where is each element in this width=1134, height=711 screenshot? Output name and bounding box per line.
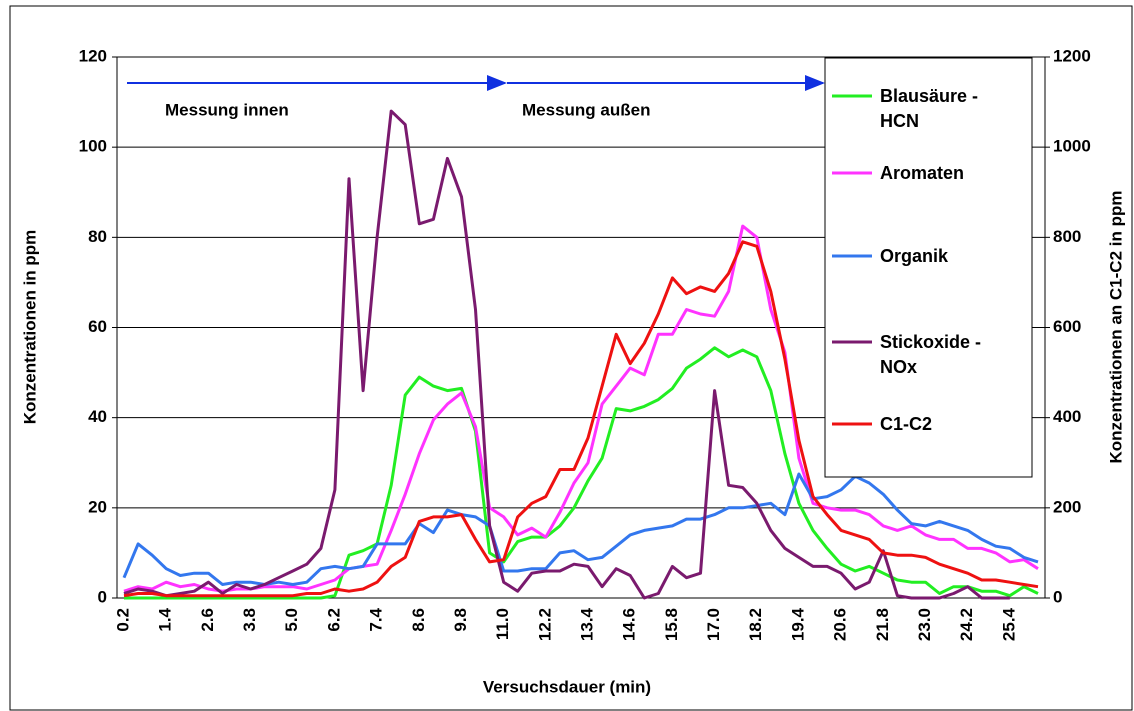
- y-tick-label: 20: [88, 497, 107, 516]
- y2-tick-label: 200: [1053, 497, 1081, 516]
- series-line: [123, 109, 1010, 600]
- y2-tick-label: 1000: [1053, 137, 1091, 156]
- x-tick-label: 9.8: [451, 608, 470, 632]
- legend-label: Blausäure - HCN: [880, 86, 979, 131]
- annotation: Messung außen: [522, 100, 650, 119]
- legend-label: Organik: [880, 246, 949, 266]
- x-tick-label: 5.0: [282, 608, 301, 632]
- x-tick-label: 2.6: [198, 608, 217, 632]
- x-tick-label: 14.6: [620, 608, 639, 641]
- y2-tick-label: 600: [1053, 317, 1081, 336]
- y2-tick-label: 400: [1053, 407, 1081, 426]
- y-tick-label: 80: [88, 227, 107, 246]
- x-tick-label: 8.6: [409, 608, 428, 632]
- plot-frame: [116, 56, 1046, 599]
- y-tick-label: 40: [88, 407, 107, 426]
- x-tick-label: 25.4: [999, 607, 1018, 641]
- series-line: [123, 224, 1039, 593]
- x-axis-title: Versuchsdauer (min): [483, 677, 651, 696]
- series-line: [123, 240, 1039, 598]
- series-line: [124, 346, 1039, 600]
- x-tick-label: 0.2: [114, 608, 133, 632]
- x-tick-label: 6.2: [324, 608, 343, 632]
- y2-axis-title: Konzentrationen an C1-C2 in ppm: [1106, 191, 1125, 464]
- y-tick-label: 100: [79, 137, 107, 156]
- y-tick-label: 120: [79, 46, 107, 65]
- x-tick-label: 1.4: [156, 607, 175, 631]
- x-tick-label: 21.8: [873, 608, 892, 641]
- x-tick-label: 24.2: [957, 608, 976, 641]
- x-tick-label: 7.4: [367, 607, 386, 631]
- x-tick-label: 18.2: [746, 608, 765, 641]
- x-tick-label: 17.0: [704, 608, 723, 641]
- x-tick-label: 15.8: [662, 608, 681, 641]
- x-tick-label: 11.0: [493, 608, 512, 640]
- chart-frame: [9, 5, 1133, 711]
- y2-tick-label: 800: [1053, 227, 1081, 246]
- y-tick-label: 0: [98, 587, 107, 606]
- x-tick-label: 12.2: [535, 608, 554, 641]
- annotation: Messung innen: [165, 100, 289, 119]
- legend-box: [824, 57, 1033, 478]
- series-line: [122, 472, 1039, 586]
- y2-tick-label: 1200: [1053, 46, 1091, 65]
- y2-tick-label: 0: [1053, 587, 1062, 606]
- x-tick-label: 13.4: [578, 607, 597, 641]
- y-tick-label: 60: [88, 317, 107, 336]
- legend-label: Stickoxide - NOx: [880, 332, 982, 377]
- y-axis-title: Konzentrationen in ppm: [20, 230, 39, 425]
- x-tick-label: 23.0: [915, 608, 934, 641]
- x-tick-label: 19.4: [788, 607, 807, 641]
- legend-label: Aromaten: [880, 163, 965, 183]
- legend-label: C1-C2: [880, 414, 933, 434]
- x-tick-label: 3.8: [240, 608, 259, 632]
- x-tick-label: 20.6: [831, 608, 850, 641]
